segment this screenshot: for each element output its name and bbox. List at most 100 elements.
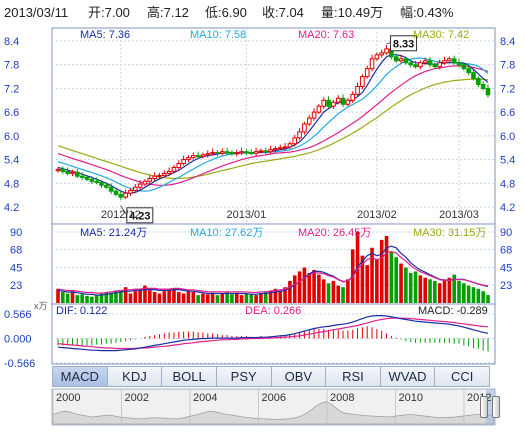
volume-bar bbox=[263, 291, 268, 303]
tab-boll[interactable]: BOLL bbox=[162, 367, 217, 386]
candle-body bbox=[350, 93, 356, 101]
candle-body bbox=[244, 151, 249, 154]
candle-body bbox=[476, 78, 481, 85]
candle-body bbox=[393, 56, 399, 62]
volume-bar bbox=[94, 295, 99, 303]
candle-body bbox=[345, 99, 351, 105]
quote-change: 幅:0.43% bbox=[400, 5, 454, 20]
volume-bar bbox=[442, 279, 447, 303]
candle-body bbox=[229, 151, 235, 155]
volume-bar bbox=[302, 267, 307, 303]
volume-bar bbox=[326, 283, 331, 303]
candle-body bbox=[157, 174, 162, 177]
volume-bar bbox=[56, 288, 60, 303]
quote-header: 2013/03/11 开:7.00 高:7.12 低:6.90 收:7.04 量… bbox=[4, 5, 454, 20]
volume-bar bbox=[133, 291, 138, 303]
tab-rsi[interactable]: RSI bbox=[326, 367, 381, 386]
volume-bar bbox=[336, 285, 341, 303]
candle-body bbox=[311, 111, 317, 119]
macd-ytick: 0.566 bbox=[4, 309, 32, 321]
volume-bar bbox=[162, 291, 167, 303]
volume-legend-0: MA5: 21.24万 bbox=[80, 227, 147, 239]
macd-ytick: 0.000 bbox=[4, 334, 32, 346]
candle-body bbox=[480, 83, 486, 89]
candle-body bbox=[219, 151, 225, 154]
volume-bar bbox=[447, 277, 452, 303]
candle-body bbox=[186, 157, 191, 161]
candle-body bbox=[471, 72, 476, 80]
price-ytick-right: 6.6 bbox=[500, 107, 515, 119]
volume-bar bbox=[360, 255, 365, 303]
tab-macd[interactable]: MACD bbox=[53, 367, 108, 386]
volume-bar bbox=[167, 288, 171, 303]
candle-body bbox=[171, 166, 177, 172]
candle-body bbox=[94, 180, 99, 183]
price-ytick-right: 4.2 bbox=[500, 202, 515, 214]
candle-body bbox=[413, 64, 418, 68]
range-handle-left[interactable] bbox=[480, 396, 488, 418]
volume-bar bbox=[331, 280, 336, 303]
candle-body bbox=[55, 168, 61, 172]
volume-bar bbox=[152, 291, 157, 303]
range-handle-right[interactable] bbox=[492, 396, 500, 418]
price-ytick-left: 5.4 bbox=[4, 155, 19, 167]
candle-body bbox=[369, 58, 375, 70]
tab-cci[interactable]: CCI bbox=[450, 369, 474, 384]
volume-bar bbox=[481, 291, 485, 303]
quote-open: 开:7.00 bbox=[88, 5, 130, 20]
price-xtick: 2013/01 bbox=[227, 209, 267, 221]
volume-bar bbox=[123, 287, 128, 303]
tab-kdj[interactable]: KDJ bbox=[108, 367, 163, 386]
candle-body bbox=[263, 150, 269, 153]
timeline-year-label: 2006 bbox=[262, 392, 286, 404]
volume-bar bbox=[249, 294, 254, 303]
quote-low: 低:6.90 bbox=[205, 5, 247, 20]
price-ytick-right: 8.4 bbox=[500, 36, 515, 48]
price-ytick-left: 6.0 bbox=[4, 131, 19, 143]
volume-bar bbox=[404, 267, 408, 303]
tab-obv[interactable]: OBV bbox=[272, 367, 327, 386]
timeline-navigator[interactable]: 2000200220042006200820102012 bbox=[51, 388, 496, 426]
volume-ytick-left: 90 bbox=[10, 227, 22, 239]
volume-bar bbox=[389, 251, 394, 303]
candle-body bbox=[292, 137, 298, 145]
volume-bar bbox=[186, 290, 191, 303]
tab-psy[interactable]: PSY bbox=[217, 367, 272, 386]
volume-ytick-right: 68 bbox=[500, 244, 512, 256]
quote-close: 收:7.04 bbox=[262, 5, 304, 20]
candle-body bbox=[205, 153, 211, 156]
indicator-tabs: MACD KDJ BOLL PSY OBV RSI WVAD CCI bbox=[52, 366, 490, 387]
volume-bar bbox=[138, 288, 142, 303]
candle-body bbox=[355, 85, 360, 95]
price-ytick-left: 8.4 bbox=[4, 36, 19, 48]
volume-unit-label: x万 bbox=[34, 301, 48, 311]
candle-body bbox=[108, 186, 114, 192]
volume-bar bbox=[114, 290, 118, 303]
dif-line bbox=[57, 315, 489, 352]
candle-body bbox=[302, 123, 307, 133]
tab-wvad[interactable]: WVAD bbox=[381, 367, 436, 386]
volume-bar bbox=[191, 291, 196, 303]
timeline-range-handles[interactable] bbox=[480, 394, 500, 420]
candle-body bbox=[268, 149, 273, 153]
volume-bar bbox=[80, 294, 84, 303]
volume-bar bbox=[486, 295, 490, 303]
volume-bar bbox=[457, 280, 461, 303]
timeline-selection bbox=[486, 389, 495, 425]
candle-body bbox=[253, 151, 259, 154]
candle-body bbox=[123, 192, 128, 198]
price-ytick-left: 4.8 bbox=[4, 178, 19, 190]
candle-body bbox=[335, 97, 341, 103]
price-xtick: 2013/03 bbox=[439, 209, 479, 221]
macd-legend-2: MACD: -0.289 bbox=[418, 305, 488, 317]
volume-bar bbox=[418, 275, 423, 303]
candle-body bbox=[273, 148, 278, 151]
timeline-year-label: 2002 bbox=[125, 392, 149, 404]
volume-bar bbox=[312, 269, 316, 303]
volume-bar bbox=[128, 293, 133, 303]
volume-bar bbox=[321, 279, 326, 303]
volume-bar bbox=[317, 274, 321, 303]
candle-body bbox=[133, 186, 138, 191]
candle-body bbox=[432, 64, 438, 68]
